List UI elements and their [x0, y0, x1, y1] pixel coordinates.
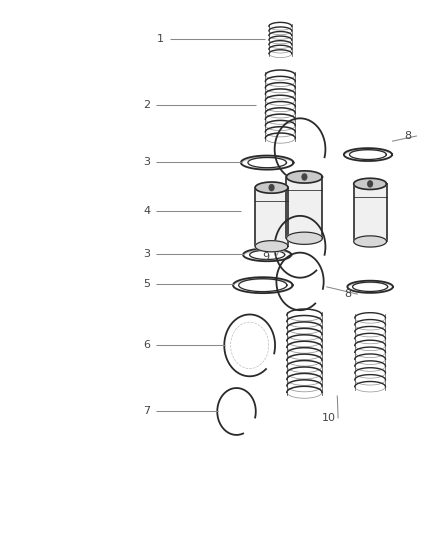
Text: 3: 3	[143, 157, 150, 167]
Circle shape	[301, 173, 307, 181]
Bar	[255, 188, 288, 246]
Text: 7: 7	[143, 406, 150, 416]
Text: 6: 6	[143, 340, 150, 350]
Text: 8: 8	[404, 131, 411, 141]
Text: 5: 5	[143, 279, 150, 289]
Polygon shape	[255, 241, 288, 252]
Circle shape	[367, 180, 373, 188]
Bar	[354, 184, 386, 241]
Text: 1: 1	[156, 34, 163, 44]
Circle shape	[268, 184, 275, 191]
Polygon shape	[286, 232, 322, 244]
Text: 8: 8	[345, 289, 352, 299]
Polygon shape	[354, 179, 386, 189]
Bar	[286, 177, 322, 238]
Polygon shape	[286, 171, 322, 183]
Text: 4: 4	[143, 206, 150, 215]
Text: 9: 9	[263, 252, 270, 262]
Polygon shape	[354, 236, 386, 247]
Text: 2: 2	[143, 100, 150, 110]
Text: 10: 10	[321, 414, 336, 423]
Polygon shape	[255, 182, 288, 193]
Text: 3: 3	[143, 249, 150, 259]
